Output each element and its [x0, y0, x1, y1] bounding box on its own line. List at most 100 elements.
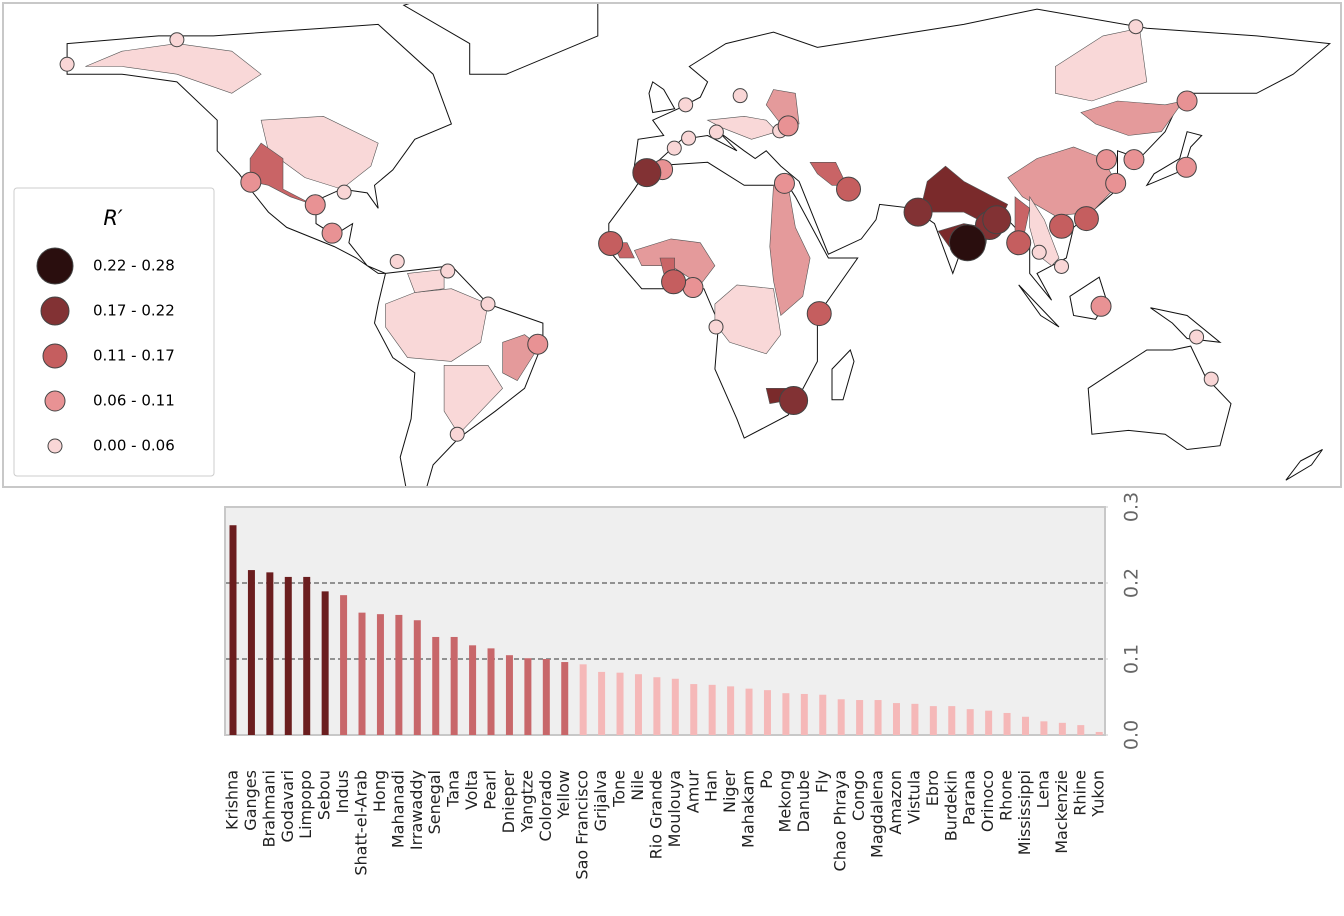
bar: [708, 684, 716, 735]
x-tick-label: Parana: [960, 770, 979, 825]
legend-marker: [42, 343, 68, 369]
river-bubble: [836, 176, 862, 202]
bar: [340, 595, 348, 735]
x-tick-label: Yukon: [1089, 770, 1108, 818]
river-bubble: [1054, 258, 1070, 274]
river-bubble: [449, 426, 465, 442]
bar: [542, 659, 550, 735]
x-tick-label: Han: [702, 770, 721, 802]
x-tick-label: Irrawaddy: [407, 770, 426, 850]
x-tick-label: Hong: [370, 770, 389, 812]
river-bubble: [1128, 19, 1144, 35]
x-tick-label: Nile: [628, 770, 647, 801]
landmass: [831, 349, 855, 401]
river-bubble: [389, 253, 405, 269]
river-bubble: [948, 224, 986, 262]
y-tick-label: 0.3: [1121, 492, 1143, 522]
x-tick-label: Volta: [462, 770, 481, 810]
river-bubble: [982, 205, 1012, 235]
legend-marker: [40, 296, 70, 326]
landmass: [1285, 449, 1323, 481]
bar: [1003, 712, 1011, 735]
river-basin: [385, 288, 489, 362]
plot-area: [224, 506, 1106, 736]
river-bubble: [336, 184, 352, 200]
bar: [505, 655, 513, 735]
x-tick-label: Chao Phraya: [831, 770, 850, 871]
bar: [303, 576, 311, 735]
bar: [469, 645, 477, 735]
bar: [266, 572, 274, 735]
x-tick-label: Congo: [849, 770, 868, 821]
x-tick-label: Magdalena: [868, 770, 887, 858]
river-bubble: [773, 172, 795, 194]
bar: [413, 620, 421, 735]
bar: [1021, 716, 1029, 735]
river-basin: [769, 185, 811, 317]
bar: [653, 677, 661, 735]
legend-box: [13, 187, 215, 477]
bar: [1095, 731, 1103, 735]
x-tick-label: Rio Grande: [646, 770, 665, 859]
x-tick-label: Rhone: [997, 770, 1016, 821]
river-bubble: [240, 171, 262, 193]
bar: [229, 525, 237, 735]
x-tick-label: Ganges: [241, 770, 260, 831]
legend-marker: [44, 390, 66, 412]
map-frame: [2, 2, 1342, 488]
bar: [690, 684, 698, 735]
river-bubble: [1105, 172, 1127, 194]
river-basin: [249, 142, 313, 205]
x-tick-label: Vistula: [904, 770, 923, 824]
x-tick-label: Brahmani: [259, 770, 278, 847]
river-bubble: [732, 88, 748, 104]
river-bubble: [678, 97, 694, 113]
river-bubble: [598, 230, 624, 256]
x-tick-label: Colorado: [536, 770, 555, 842]
world-map: [59, 4, 1332, 486]
y-tick-label: 0.2: [1121, 568, 1143, 598]
bar: [985, 710, 993, 735]
x-tick-label: Lena: [1033, 770, 1052, 808]
bar: [598, 671, 606, 735]
x-tick-label: Burdekin: [941, 770, 960, 841]
x-tick-label: Krishna: [223, 770, 242, 830]
x-tick-label: Danube: [794, 770, 813, 832]
bar: [1040, 721, 1048, 735]
bar: [579, 664, 587, 735]
river-basin: [85, 43, 262, 94]
bar: [358, 612, 366, 735]
x-tick-label: Shatt-el-Arab: [352, 770, 371, 876]
bar: [376, 614, 384, 735]
river-bubble: [1031, 244, 1047, 260]
river-basin: [443, 364, 503, 435]
river-bubble: [708, 124, 724, 140]
x-tick-label: Indus: [333, 770, 352, 814]
river-bubble: [480, 296, 496, 312]
river-bubble: [1090, 295, 1112, 317]
landmass: [648, 81, 676, 114]
landmass: [1018, 284, 1060, 328]
bar: [616, 672, 624, 735]
river-bubble: [1006, 230, 1032, 256]
x-tick-label: Limpopo: [296, 770, 315, 839]
river-bubble: [1189, 329, 1205, 345]
x-tick-label: Moulouya: [665, 770, 684, 847]
x-tick-label: Orinoco: [978, 770, 997, 832]
bar: [948, 706, 956, 735]
legend-label: 0.22 - 0.28: [93, 257, 175, 275]
bar: [561, 662, 569, 735]
bar: [911, 703, 919, 735]
x-tick-label: Niger: [720, 770, 739, 813]
bar: [837, 699, 845, 735]
river-bubble: [903, 197, 933, 227]
river-bubble: [304, 194, 326, 216]
bar: [745, 688, 753, 735]
bar: [671, 678, 679, 735]
y-tick-label: 0.1: [1121, 644, 1143, 674]
bar: [524, 658, 532, 735]
bar: [284, 576, 292, 735]
river-bubble: [777, 115, 799, 137]
x-tick-label: Tana: [444, 770, 463, 808]
x-tick-label: Tone: [610, 770, 629, 808]
